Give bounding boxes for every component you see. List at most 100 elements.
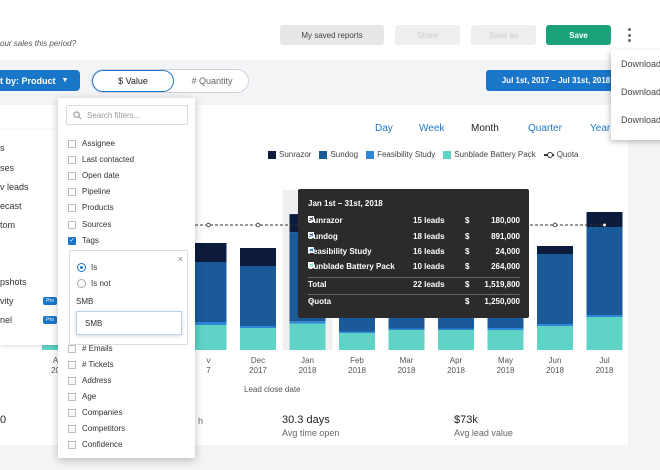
quota-point[interactable]	[602, 222, 607, 228]
period-year[interactable]: Year	[590, 123, 611, 134]
close-icon[interactable]: ×	[177, 254, 183, 264]
filter-option[interactable]: Open date	[68, 171, 119, 180]
sidebar-item[interactable]: s	[0, 143, 5, 153]
sidebar-item[interactable]: nel	[0, 315, 13, 325]
quota-point[interactable]	[206, 222, 211, 228]
tag-value-input[interactable]: SMB	[76, 297, 94, 306]
legend-item[interactable]: Sunrazor	[268, 150, 311, 159]
bar-segment[interactable]	[438, 330, 474, 350]
checkbox[interactable]	[68, 187, 76, 196]
period-month[interactable]: Month	[471, 123, 499, 134]
sidebar-item[interactable]: v leads	[0, 182, 29, 192]
filter-option[interactable]: Companies	[68, 408, 122, 417]
radio-selected-icon[interactable]	[77, 263, 86, 272]
checkbox[interactable]	[68, 392, 76, 401]
filter-option[interactable]: Sources	[68, 220, 111, 229]
bar-segment[interactable]	[388, 328, 425, 331]
bar-segment[interactable]	[537, 254, 573, 324]
filter-search-box[interactable]: Search filters...	[66, 105, 188, 125]
checkbox[interactable]	[68, 376, 76, 385]
filter-option-tags[interactable]: ✓ Tags	[68, 236, 99, 245]
sidebar-item[interactable]: tom	[0, 220, 16, 230]
bar-segment[interactable]	[240, 328, 276, 350]
sidebar-item[interactable]: ecast	[0, 201, 22, 211]
date-range-picker[interactable]: Jul 1st, 2017 – Jul 31st, 2018	[486, 70, 626, 91]
bar-segment[interactable]	[339, 333, 375, 350]
filter-option[interactable]: Pipeline	[68, 187, 110, 196]
value-toggle-button[interactable]: $ Value	[92, 70, 174, 92]
bar-segment[interactable]	[388, 330, 425, 350]
quota-point[interactable]	[255, 222, 261, 228]
bar-segment[interactable]	[537, 324, 573, 326]
period-quarter[interactable]: Quarter	[528, 123, 562, 134]
download-menu-item[interactable]: Download	[621, 59, 660, 69]
bar-segment[interactable]	[586, 212, 623, 227]
filter-option[interactable]: Address	[68, 376, 111, 385]
bar-segment[interactable]	[190, 322, 227, 325]
filter-label: Companies	[82, 408, 123, 417]
bar-segment[interactable]	[240, 266, 276, 326]
legend-swatch	[319, 150, 328, 159]
filter-option[interactable]: Confidence	[68, 440, 122, 449]
bar-segment[interactable]	[586, 227, 623, 315]
bar-segment[interactable]	[190, 325, 227, 350]
bar-segment[interactable]	[586, 315, 623, 317]
bar-segment[interactable]	[487, 330, 524, 350]
filter-option[interactable]: # Emails	[68, 344, 113, 353]
filter-option[interactable]: Last contacted	[68, 155, 134, 164]
filter-option[interactable]: Products	[68, 203, 114, 212]
checkbox[interactable]	[68, 203, 76, 212]
tooltip-row-name: Feasibility Study	[308, 247, 372, 256]
checkbox[interactable]	[68, 408, 76, 417]
sidebar-item[interactable]: pshots	[0, 277, 27, 287]
bar-segment[interactable]	[240, 248, 276, 266]
checkbox[interactable]	[68, 155, 76, 164]
filter-option[interactable]: # Tickets	[68, 360, 114, 369]
more-options-icon[interactable]	[624, 25, 634, 45]
legend-item[interactable]: Quota	[543, 150, 579, 159]
radio-icon[interactable]	[77, 279, 86, 288]
bar-segment[interactable]	[487, 328, 524, 330]
period-week[interactable]: Week	[419, 123, 445, 134]
sidebar-item[interactable]: ses	[0, 163, 15, 173]
checkbox[interactable]	[68, 220, 76, 229]
save-as-button[interactable]: Save as	[471, 25, 536, 45]
bar-segment[interactable]	[190, 243, 227, 262]
radio-is[interactable]: Is	[77, 263, 97, 272]
bar-segment[interactable]	[586, 317, 623, 350]
bar-segment[interactable]	[190, 262, 227, 322]
download-menu-item[interactable]: Download	[621, 87, 660, 97]
period-day[interactable]: Day	[375, 123, 393, 134]
checkbox[interactable]	[68, 440, 76, 449]
sidebar-item[interactable]: vity	[0, 296, 14, 306]
download-menu-item[interactable]: Download	[621, 115, 660, 125]
checkbox[interactable]	[68, 171, 76, 180]
bar-segment[interactable]	[289, 323, 326, 350]
checkbox[interactable]	[68, 360, 76, 369]
bar-segment[interactable]	[339, 331, 375, 334]
save-button[interactable]: Save	[546, 25, 611, 45]
radio-is-not[interactable]: Is not	[77, 279, 111, 288]
quantity-toggle-button[interactable]: # Quantity	[191, 76, 233, 86]
bar-segment[interactable]	[289, 321, 326, 324]
legend-label: Sunblade Battery Pack	[454, 150, 536, 159]
group-by-dropdown[interactable]: t by: Product ▼	[0, 70, 80, 91]
bar-segment[interactable]	[537, 246, 573, 254]
filter-option[interactable]: Assignee	[68, 139, 115, 148]
checkbox[interactable]	[68, 139, 76, 148]
filter-option[interactable]: Age	[68, 392, 96, 401]
legend-item[interactable]: Sunblade Battery Pack	[443, 150, 536, 159]
checkbox[interactable]	[68, 424, 76, 433]
bar-segment[interactable]	[438, 328, 474, 331]
legend-item[interactable]: Feasibility Study	[366, 150, 435, 159]
checkbox-checked-icon[interactable]: ✓	[68, 236, 76, 245]
bar-segment[interactable]	[537, 326, 573, 350]
checkbox[interactable]	[68, 344, 76, 353]
filter-option[interactable]: Competitors	[68, 424, 125, 433]
quota-point[interactable]	[552, 222, 558, 228]
bar-segment[interactable]	[240, 326, 276, 328]
tag-suggestion[interactable]: SMB	[76, 311, 182, 335]
legend-item[interactable]: Sundog	[319, 150, 358, 159]
saved-reports-button[interactable]: My saved reports	[280, 25, 384, 45]
share-button[interactable]: Share	[395, 25, 460, 45]
